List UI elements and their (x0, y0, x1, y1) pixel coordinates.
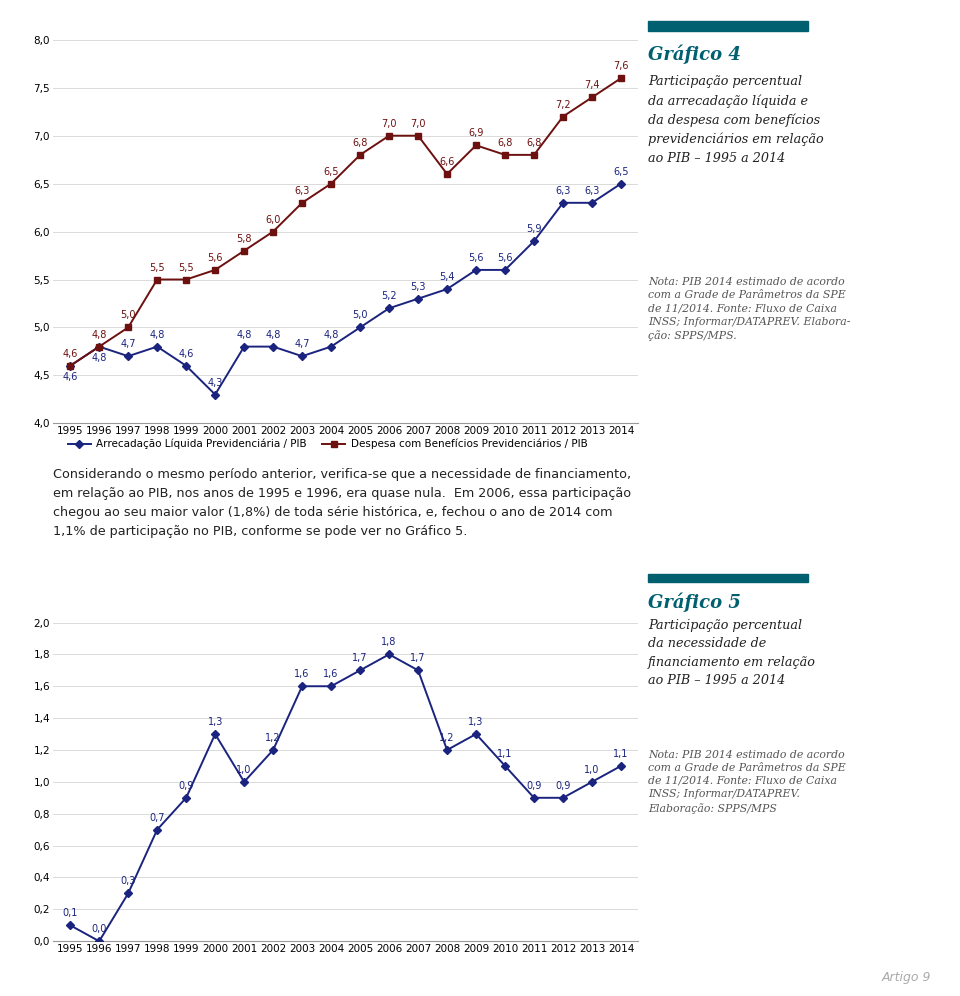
Text: 0,1: 0,1 (62, 908, 78, 918)
Text: 5,5: 5,5 (179, 263, 194, 273)
Text: 6,3: 6,3 (295, 186, 310, 196)
Legend: Arrecadação Líquida Previdenciária / PIB, Despesa com Benefícios Previdenciários: Arrecadação Líquida Previdenciária / PIB… (64, 435, 591, 453)
Text: 5,6: 5,6 (497, 253, 513, 263)
Text: 6,6: 6,6 (440, 157, 455, 167)
Text: 4,6: 4,6 (62, 349, 78, 359)
Text: 6,0: 6,0 (265, 214, 281, 225)
Text: 0,9: 0,9 (179, 781, 194, 791)
Text: 7,4: 7,4 (585, 81, 600, 91)
Text: Participação percentual
da arrecadação líquida e
da despesa com benefícios
previ: Participação percentual da arrecadação l… (648, 76, 824, 164)
Text: 0,0: 0,0 (91, 924, 107, 934)
Text: 1,0: 1,0 (236, 765, 252, 775)
Text: Nota: PIB 2014 estimado de acordo
com a Grade de Parâmetros da SPE
de 11/2014. F: Nota: PIB 2014 estimado de acordo com a … (648, 277, 851, 341)
Text: 6,9: 6,9 (468, 128, 484, 138)
Text: 1,1: 1,1 (497, 749, 513, 759)
Text: 0,7: 0,7 (150, 813, 165, 823)
Text: 1,7: 1,7 (352, 653, 368, 663)
Text: 7,2: 7,2 (555, 100, 571, 110)
Text: 6,8: 6,8 (497, 137, 513, 148)
Text: 5,0: 5,0 (120, 311, 136, 321)
Text: 5,8: 5,8 (236, 234, 252, 244)
Text: 4,8: 4,8 (324, 330, 339, 340)
Text: 1,0: 1,0 (585, 765, 600, 775)
Text: 0,9: 0,9 (526, 781, 541, 791)
Text: 7,0: 7,0 (381, 119, 396, 128)
Text: 0,3: 0,3 (121, 876, 136, 886)
Text: 4,7: 4,7 (120, 340, 136, 350)
Bar (648, 574, 807, 582)
Text: 6,3: 6,3 (585, 186, 600, 196)
Text: 1,7: 1,7 (410, 653, 426, 663)
Text: 1,2: 1,2 (440, 733, 455, 743)
Text: 1,8: 1,8 (381, 637, 396, 647)
Text: 5,5: 5,5 (150, 263, 165, 273)
Text: 6,5: 6,5 (613, 166, 629, 176)
Text: 6,5: 6,5 (324, 166, 339, 176)
Text: 1,3: 1,3 (468, 717, 484, 727)
Text: 1,3: 1,3 (207, 717, 223, 727)
Text: 4,8: 4,8 (150, 330, 165, 340)
Text: 5,2: 5,2 (381, 291, 396, 302)
Text: 1,6: 1,6 (324, 669, 339, 679)
Text: 1,1: 1,1 (613, 749, 629, 759)
Text: 7,0: 7,0 (410, 119, 426, 128)
Text: 1,2: 1,2 (265, 733, 281, 743)
Text: 4,8: 4,8 (265, 330, 281, 340)
Text: 1,6: 1,6 (295, 669, 310, 679)
Text: 5,3: 5,3 (410, 282, 426, 292)
Text: 4,6: 4,6 (62, 373, 78, 382)
Text: Gráfico 5: Gráfico 5 (648, 593, 741, 613)
Text: Nota: PIB 2014 estimado de acordo
com a Grade de Parâmetros da SPE
de 11/2014. F: Nota: PIB 2014 estimado de acordo com a … (648, 750, 846, 814)
Text: 4,8: 4,8 (236, 330, 252, 340)
Text: 4,3: 4,3 (207, 377, 223, 387)
Text: 4,8: 4,8 (91, 354, 107, 364)
Text: 4,8: 4,8 (91, 330, 107, 340)
Text: 5,0: 5,0 (352, 311, 368, 321)
Text: Gráfico 4: Gráfico 4 (648, 44, 741, 64)
Text: Considerando o mesmo período anterior, verifica-se que a necessidade de financia: Considerando o mesmo período anterior, v… (53, 468, 631, 538)
Text: 5,4: 5,4 (440, 272, 455, 282)
Text: Artigo 9: Artigo 9 (881, 971, 931, 984)
Text: 6,8: 6,8 (352, 137, 368, 148)
Text: 5,6: 5,6 (207, 253, 223, 263)
Text: 7,6: 7,6 (613, 61, 629, 72)
Text: 4,6: 4,6 (179, 349, 194, 359)
Text: 6,3: 6,3 (555, 186, 570, 196)
Text: Participação percentual
da necessidade de
financiamento em relação
ao PIB – 1995: Participação percentual da necessidade d… (648, 619, 816, 687)
Text: 0,9: 0,9 (555, 781, 570, 791)
Bar (648, 21, 807, 31)
Text: 4,7: 4,7 (295, 340, 310, 350)
Text: 5,9: 5,9 (526, 224, 541, 234)
Text: 5,6: 5,6 (468, 253, 484, 263)
Text: 6,8: 6,8 (526, 137, 541, 148)
